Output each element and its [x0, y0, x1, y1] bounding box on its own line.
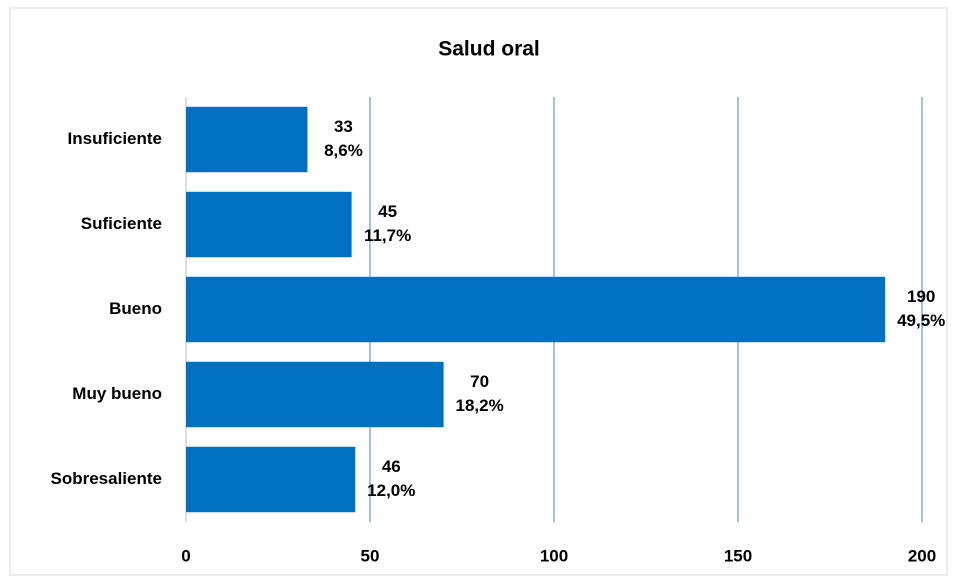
x-tick-label: 200: [908, 546, 936, 565]
chart-title: Salud oral: [438, 38, 540, 61]
bar: [186, 106, 308, 173]
bar: [186, 276, 886, 343]
x-tick-label: 0: [181, 546, 190, 565]
value-label: 33: [334, 117, 353, 136]
y-tick-label: Muy bueno: [72, 384, 162, 403]
share-label: 8,6%: [324, 141, 363, 160]
bar: [186, 191, 352, 258]
share-label: 49,5%: [897, 311, 945, 330]
y-tick-label: Sobresaliente: [51, 469, 163, 488]
share-label: 11,7%: [364, 226, 411, 245]
value-label: 190: [907, 287, 935, 306]
y-tick-label: Insuficiente: [68, 129, 162, 148]
x-tick-label: 50: [361, 546, 380, 565]
bar: [186, 361, 444, 428]
value-label: 70: [470, 372, 489, 391]
value-label: 45: [378, 202, 397, 221]
share-label: 18,2%: [455, 396, 503, 415]
value-label: 46: [382, 457, 401, 476]
x-tick-label: 150: [724, 546, 752, 565]
x-tick-label: 100: [540, 546, 568, 565]
y-tick-label: Bueno: [109, 299, 162, 318]
share-label: 12,0%: [367, 481, 415, 500]
y-tick-label: Suficiente: [81, 214, 162, 233]
bar: [186, 446, 356, 513]
